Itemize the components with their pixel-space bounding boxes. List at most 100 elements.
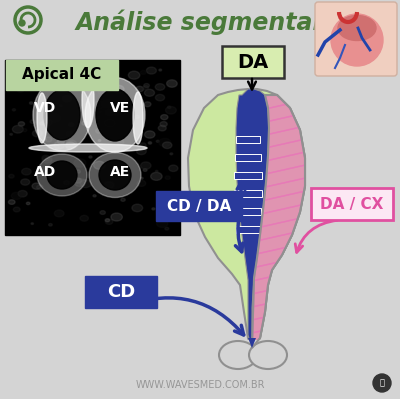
Ellipse shape	[144, 83, 150, 87]
Polygon shape	[252, 177, 310, 203]
Ellipse shape	[146, 67, 156, 74]
Ellipse shape	[82, 73, 94, 128]
Ellipse shape	[89, 81, 99, 88]
Polygon shape	[252, 216, 310, 242]
Polygon shape	[252, 99, 310, 125]
Ellipse shape	[157, 219, 168, 227]
Text: DA / CX: DA / CX	[320, 196, 384, 211]
Ellipse shape	[76, 170, 80, 173]
Ellipse shape	[140, 143, 146, 147]
Polygon shape	[252, 359, 310, 385]
Ellipse shape	[156, 140, 159, 142]
Ellipse shape	[54, 210, 64, 217]
Polygon shape	[248, 338, 256, 348]
Ellipse shape	[144, 131, 155, 138]
Ellipse shape	[133, 92, 143, 144]
Ellipse shape	[53, 64, 58, 67]
Text: VE: VE	[110, 101, 130, 115]
Ellipse shape	[152, 208, 155, 210]
Text: CD: CD	[107, 283, 135, 301]
Ellipse shape	[161, 115, 168, 120]
Ellipse shape	[80, 215, 88, 221]
Bar	[236, 226, 260, 233]
Polygon shape	[252, 255, 310, 281]
Ellipse shape	[94, 161, 105, 169]
Ellipse shape	[12, 109, 16, 111]
Ellipse shape	[66, 131, 73, 136]
FancyBboxPatch shape	[85, 276, 157, 308]
Ellipse shape	[165, 227, 169, 230]
Ellipse shape	[122, 134, 128, 137]
Ellipse shape	[66, 142, 76, 149]
Ellipse shape	[44, 171, 54, 178]
Ellipse shape	[166, 107, 176, 114]
Polygon shape	[252, 333, 310, 359]
Ellipse shape	[168, 81, 177, 87]
Polygon shape	[252, 164, 310, 190]
Polygon shape	[252, 229, 310, 255]
Ellipse shape	[33, 79, 91, 151]
Polygon shape	[252, 203, 310, 229]
Ellipse shape	[99, 160, 131, 190]
Polygon shape	[252, 60, 310, 86]
Ellipse shape	[49, 114, 60, 122]
Ellipse shape	[49, 144, 59, 151]
Polygon shape	[252, 307, 310, 333]
Polygon shape	[252, 138, 310, 164]
Ellipse shape	[140, 177, 143, 179]
Polygon shape	[252, 346, 310, 372]
Ellipse shape	[168, 106, 171, 109]
Ellipse shape	[110, 107, 122, 115]
Ellipse shape	[37, 93, 47, 143]
Ellipse shape	[42, 155, 50, 161]
Ellipse shape	[47, 161, 77, 189]
Ellipse shape	[82, 121, 88, 125]
Ellipse shape	[136, 86, 144, 92]
Ellipse shape	[45, 137, 52, 142]
Ellipse shape	[22, 129, 27, 132]
Bar	[234, 190, 262, 197]
Bar	[235, 208, 261, 215]
Polygon shape	[252, 281, 310, 307]
Text: AE: AE	[110, 165, 130, 179]
Ellipse shape	[94, 101, 105, 109]
Ellipse shape	[156, 95, 165, 101]
Ellipse shape	[331, 14, 383, 66]
Ellipse shape	[62, 95, 71, 102]
Ellipse shape	[128, 71, 140, 79]
FancyBboxPatch shape	[222, 46, 284, 78]
Ellipse shape	[104, 119, 115, 127]
Ellipse shape	[112, 85, 124, 93]
Ellipse shape	[117, 140, 124, 144]
Ellipse shape	[37, 185, 43, 190]
Polygon shape	[252, 95, 305, 348]
Text: Apical 4C: Apical 4C	[22, 67, 102, 83]
Ellipse shape	[44, 139, 46, 140]
Ellipse shape	[143, 86, 148, 90]
Ellipse shape	[24, 81, 27, 84]
Ellipse shape	[93, 195, 96, 197]
Ellipse shape	[158, 125, 166, 131]
Ellipse shape	[148, 142, 152, 144]
Ellipse shape	[32, 183, 41, 189]
Ellipse shape	[36, 67, 38, 69]
FancyBboxPatch shape	[156, 191, 242, 221]
Ellipse shape	[104, 182, 114, 188]
Ellipse shape	[59, 105, 62, 107]
Ellipse shape	[151, 172, 162, 180]
Ellipse shape	[74, 159, 86, 167]
Ellipse shape	[31, 223, 34, 225]
Ellipse shape	[29, 144, 147, 152]
Ellipse shape	[64, 181, 69, 184]
Text: CD / DA: CD / DA	[167, 198, 231, 213]
Ellipse shape	[21, 179, 30, 185]
Ellipse shape	[159, 69, 162, 71]
Ellipse shape	[12, 125, 23, 133]
Ellipse shape	[102, 100, 114, 108]
Ellipse shape	[56, 148, 60, 151]
Circle shape	[373, 374, 391, 392]
Ellipse shape	[18, 122, 24, 126]
Polygon shape	[252, 242, 310, 268]
Polygon shape	[252, 151, 310, 177]
Ellipse shape	[11, 192, 22, 200]
